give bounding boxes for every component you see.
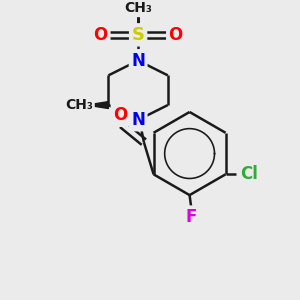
Text: N: N xyxy=(131,52,145,70)
Text: O: O xyxy=(169,26,183,44)
Text: Cl: Cl xyxy=(240,165,258,183)
Text: S: S xyxy=(132,26,145,44)
Polygon shape xyxy=(87,102,108,109)
Text: O: O xyxy=(113,106,127,124)
Text: CH₃: CH₃ xyxy=(65,98,93,112)
Text: N: N xyxy=(131,111,145,129)
Text: O: O xyxy=(93,26,108,44)
Text: F: F xyxy=(186,208,197,226)
Text: CH₃: CH₃ xyxy=(124,1,152,15)
